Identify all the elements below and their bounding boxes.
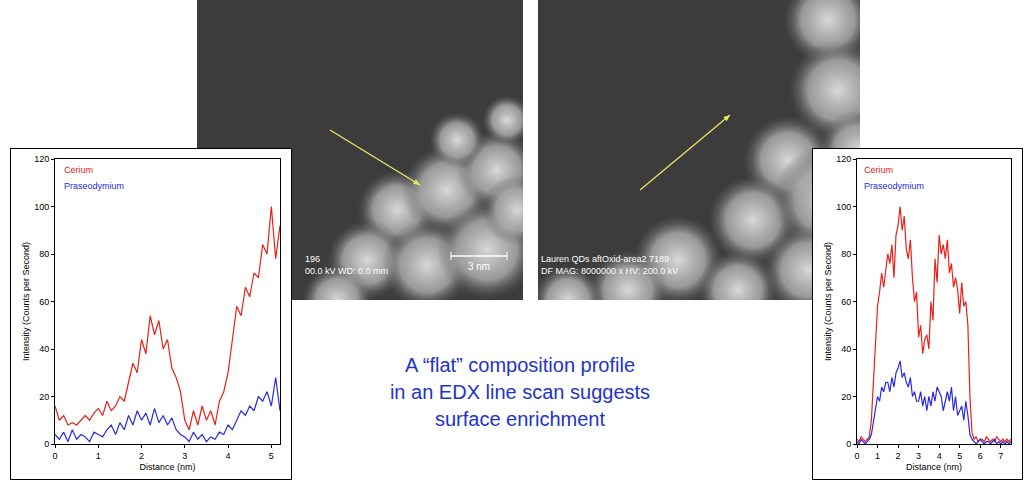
svg-text:3: 3: [182, 451, 187, 461]
svg-text:1: 1: [96, 451, 101, 461]
html-text:surface enrichment: surface enrichment: [435, 408, 605, 430]
svg-text:7: 7: [998, 451, 1003, 461]
svg-text:Lauren QDs aftOxid-area2 7189: Lauren QDs aftOxid-area2 7189: [541, 254, 669, 264]
svg-text:2: 2: [139, 451, 144, 461]
svg-text:120: 120: [34, 154, 49, 164]
svg-text:60: 60: [39, 297, 49, 307]
svg-text:Cerium: Cerium: [864, 165, 893, 175]
svg-text:80: 80: [39, 249, 49, 259]
svg-text:Praseodymium: Praseodymium: [64, 181, 124, 191]
svg-text:4: 4: [226, 451, 231, 461]
svg-text:0: 0: [44, 439, 49, 449]
svg-text:DF MAG: 8000000 x HV: 200.0 kV: DF MAG: 8000000 x HV: 200.0 kV: [541, 266, 678, 276]
svg-text:120: 120: [836, 154, 851, 164]
svg-text:100: 100: [34, 202, 49, 212]
svg-text:0: 0: [846, 439, 851, 449]
svg-text:1: 1: [875, 451, 880, 461]
svg-text:3: 3: [916, 451, 921, 461]
html-text:A “flat” composition profile: A “flat” composition profile: [404, 354, 635, 376]
svg-text:0: 0: [52, 451, 57, 461]
svg-text:40: 40: [39, 344, 49, 354]
svg-text:Distance (nm): Distance (nm): [139, 462, 195, 472]
svg-text:00.0 kV WD: 0.0 mm: 00.0 kV WD: 0.0 mm: [305, 266, 388, 276]
svg-text:0: 0: [854, 451, 859, 461]
html-text:in an EDX line scan suggests: in an EDX line scan suggests: [389, 381, 651, 403]
svg-text:5: 5: [957, 451, 962, 461]
svg-text:20: 20: [39, 392, 49, 402]
svg-text:5: 5: [269, 451, 274, 461]
svg-text:Intensity (Counts per Second): Intensity (Counts per Second): [823, 242, 833, 361]
svg-text:6: 6: [978, 451, 983, 461]
svg-text:Praseodymium: Praseodymium: [864, 181, 924, 191]
svg-text:20: 20: [841, 392, 851, 402]
svg-text:Distance (nm): Distance (nm): [906, 462, 962, 472]
svg-text:100: 100: [836, 202, 851, 212]
svg-text:80: 80: [841, 249, 851, 259]
svg-text:60: 60: [841, 297, 851, 307]
svg-text:2: 2: [896, 451, 901, 461]
svg-text:Cerium: Cerium: [64, 165, 93, 175]
svg-text:40: 40: [841, 344, 851, 354]
svg-text:4: 4: [937, 451, 942, 461]
svg-text:3 nm: 3 nm: [468, 261, 490, 272]
svg-text:Intensity (Counts per Second): Intensity (Counts per Second): [21, 242, 31, 361]
svg-text:196: 196: [305, 254, 320, 264]
